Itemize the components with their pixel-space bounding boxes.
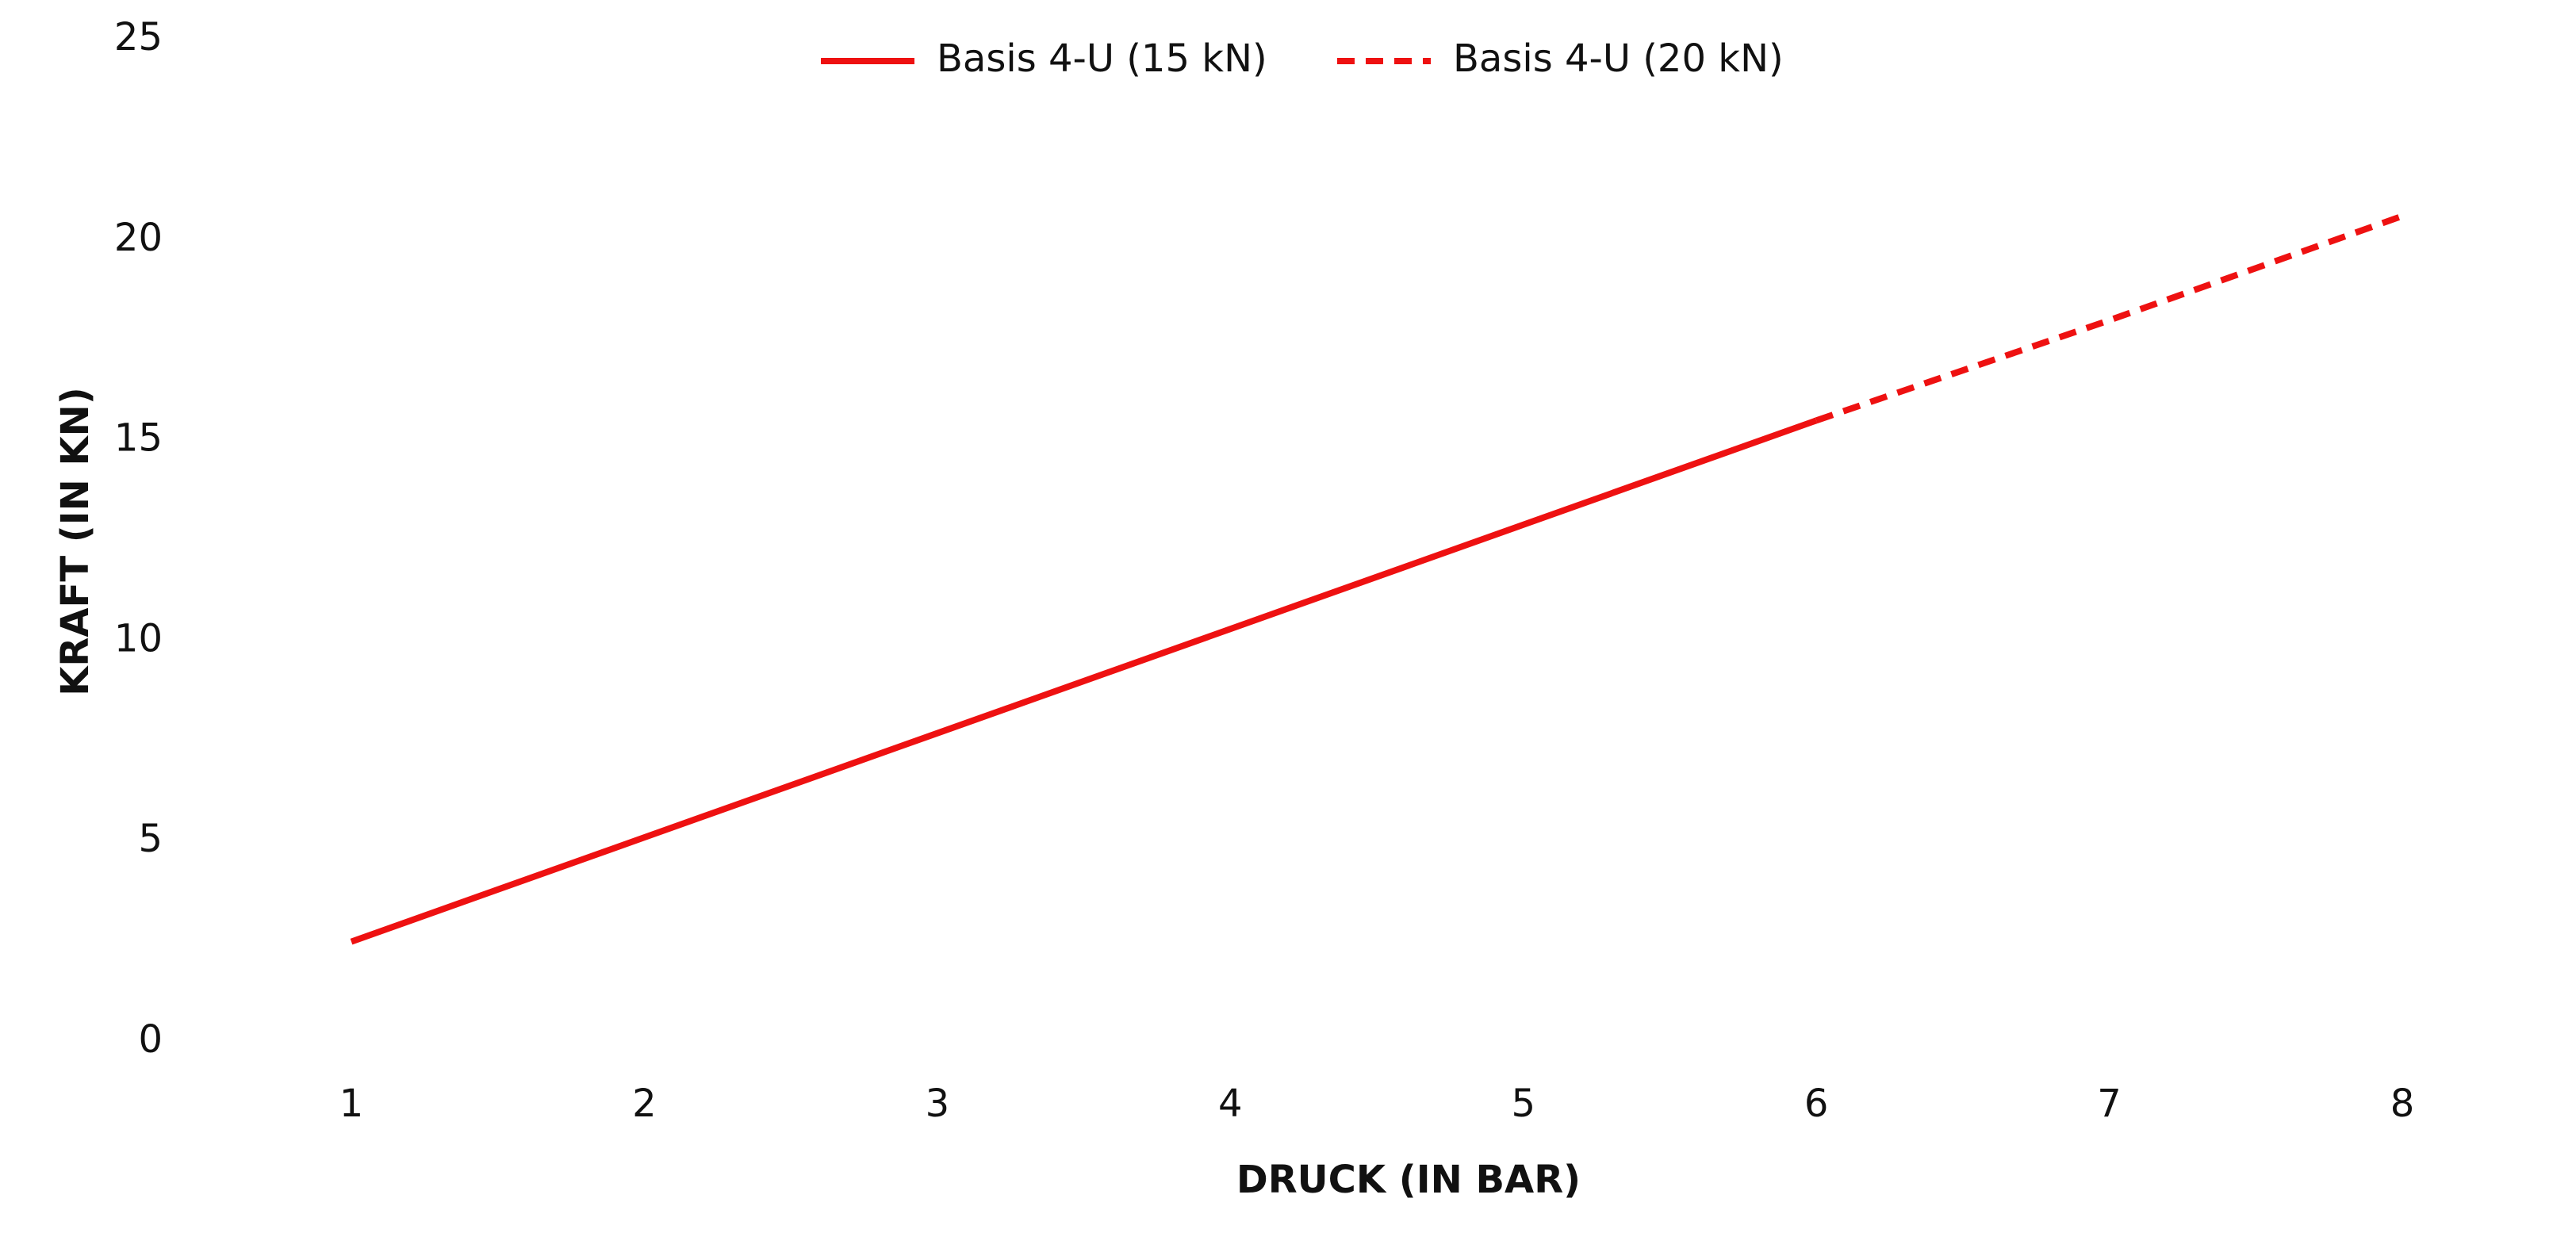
x-tick-label: 7: [2097, 1082, 2122, 1126]
y-tick-label: 20: [114, 216, 163, 260]
legend-label: Basis 4-U (15 kN): [937, 36, 1267, 81]
line-series: [1815, 212, 2404, 424]
x-tick-label: 1: [339, 1082, 364, 1126]
x-tick-label: 6: [1804, 1082, 1829, 1126]
y-tick-label: 0: [138, 1017, 163, 1062]
x-tick-label: 8: [2390, 1082, 2415, 1126]
y-tick-label: 5: [138, 817, 163, 861]
x-tick-label: 3: [926, 1082, 950, 1126]
y-tick-label: 25: [114, 15, 163, 59]
y-tick-label: 15: [114, 416, 163, 461]
y-axis-title: KRAFT (IN KN): [53, 387, 98, 696]
x-axis-title: DRUCK (IN BAR): [1236, 1158, 1581, 1202]
y-tick-label: 10: [114, 616, 163, 660]
x-tick-label: 4: [1218, 1082, 1243, 1126]
legend-label: Basis 4-U (20 kN): [1453, 36, 1784, 81]
x-tick-label: 5: [1511, 1082, 1535, 1126]
line-series: [350, 417, 1818, 945]
x-tick-label: 2: [632, 1082, 657, 1126]
